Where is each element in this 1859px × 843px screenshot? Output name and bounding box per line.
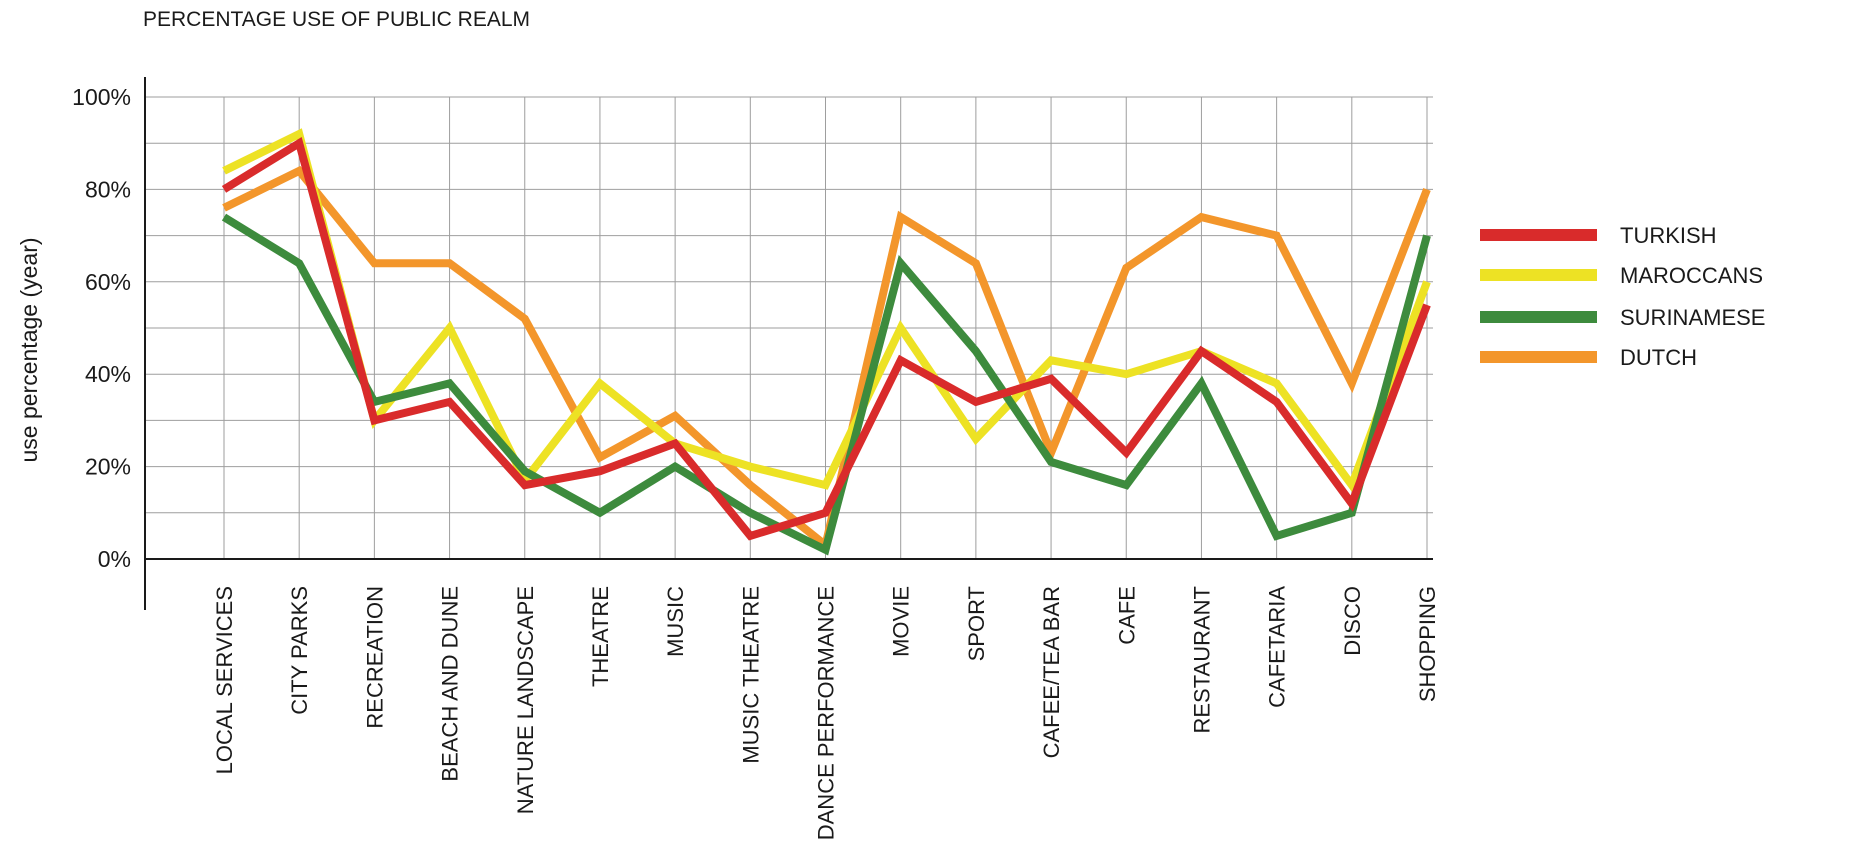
series-line-maroccans <box>222 128 1431 494</box>
x-tick-label: DANCE PERFORMANCE <box>814 586 839 840</box>
y-tick-label: 80% <box>85 176 131 202</box>
x-tick-label: CAFEE/TEA BAR <box>1039 586 1064 758</box>
x-tick-label: SPORT <box>964 586 989 661</box>
y-tick-label: 40% <box>85 361 131 387</box>
x-tick-labels: LOCAL SERVICES CITY PARKS RECREATION BEACH … <box>212 586 1440 841</box>
y-tick-label: 100% <box>72 84 131 110</box>
legend-label-dutch: DUTCH <box>1620 345 1697 370</box>
legend-label-maroccans: MAROCCANS <box>1620 263 1763 288</box>
x-tick-label: MUSIC <box>663 586 688 657</box>
x-tick-label: DISCO <box>1340 586 1365 656</box>
x-tick-label: BEACH AND DUNE <box>438 586 463 782</box>
x-tick-label: LOCAL SERVICES <box>212 586 237 774</box>
x-tick-label: MUSIC THEATRE <box>738 586 763 764</box>
chart-title: PERCENTAGE USE OF PUBLIC REALM <box>143 8 530 31</box>
y-tick-label: 20% <box>85 454 131 480</box>
x-tick-label: CITY PARKS <box>287 586 312 715</box>
x-tick-label: RECREATION <box>362 586 387 729</box>
x-tick-label: CAFE <box>1114 586 1139 645</box>
axes <box>144 77 1433 610</box>
x-tick-label: CAFETARIA <box>1265 586 1290 708</box>
y-tick-labels: 0% 20% 40% 60% 80% 100% <box>72 84 131 572</box>
legend-label-turkish: TURKISH <box>1620 223 1717 248</box>
x-tick-label: THEATRE <box>588 586 613 687</box>
y-tick-label: 60% <box>85 269 131 295</box>
y-tick-label: 0% <box>98 546 131 572</box>
x-tick-label: MOVIE <box>889 586 914 657</box>
series-line-surinamese <box>221 213 1431 556</box>
x-tick-label: NATURE LANDSCAPE <box>513 586 538 814</box>
x-tick-label: SHOPPING <box>1415 586 1440 702</box>
series-line-turkish <box>221 136 1431 541</box>
series-lines <box>221 128 1431 556</box>
legend: TURKISH MAROCCANS SURINAMESE DUTCH <box>1480 223 1765 370</box>
y-axis-label: use percentage (year) <box>16 237 42 462</box>
x-tick-label: RESTAURANT <box>1189 586 1214 734</box>
legend-label-surinamese: SURINAMESE <box>1620 305 1765 330</box>
